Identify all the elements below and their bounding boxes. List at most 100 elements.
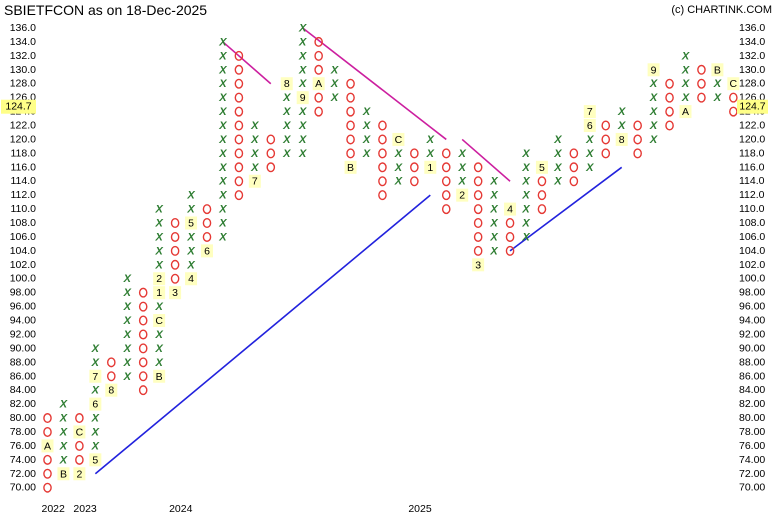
x-box: X — [298, 64, 307, 76]
x-box: X — [123, 371, 132, 383]
y-tick-label-right: 72.00 — [739, 468, 765, 480]
x-box: X — [154, 231, 163, 243]
x-box: X — [123, 287, 132, 299]
x-tick-label: 2024 — [169, 503, 193, 515]
o-box — [569, 148, 579, 159]
month-marker-bg — [344, 160, 357, 174]
y-tick-label-left: 130.0 — [10, 64, 36, 76]
month-marker-bg — [89, 369, 102, 383]
month-marker: 5 — [92, 454, 98, 466]
pnf-column: 6 — [201, 204, 213, 258]
pnf-column: XX 8 — [615, 106, 628, 146]
x-box: X — [649, 120, 658, 132]
pnf-column: 3 — [169, 218, 182, 300]
o-box — [441, 190, 451, 201]
x-box: X — [91, 440, 100, 452]
month-marker-bg — [583, 119, 596, 133]
x-box: X — [681, 50, 690, 62]
o-box — [601, 148, 611, 159]
month-marker-bg — [201, 244, 213, 258]
x-box: X — [298, 50, 307, 62]
o-box — [234, 106, 244, 117]
month-marker: 3 — [172, 287, 178, 299]
y-tick-label-left: 84.00 — [10, 384, 36, 396]
x-box: X — [91, 413, 100, 425]
month-marker: B — [60, 468, 67, 480]
x-box: X — [426, 148, 435, 160]
month-marker-bg — [312, 77, 325, 91]
y-tick-label-right: 112.0 — [739, 189, 765, 201]
y-tick-label-left: 116.0 — [11, 161, 37, 173]
month-marker-bg — [456, 188, 469, 202]
o-box — [202, 218, 212, 229]
y-tick-label-right: 70.00 — [739, 482, 765, 494]
x-box: X — [250, 162, 259, 174]
x-tick-label: 2025 — [408, 503, 432, 515]
month-marker-bg — [392, 132, 405, 146]
y-tick-label-left: 102.0 — [10, 259, 36, 271]
month-marker-bg — [424, 160, 437, 174]
month-marker-bg — [153, 314, 166, 328]
y-tick-label-right: 102.0 — [739, 259, 765, 271]
x-box: X — [521, 218, 530, 230]
month-marker: A — [44, 440, 51, 452]
x-box: X — [298, 134, 307, 146]
o-box — [43, 468, 52, 479]
o-box — [138, 301, 148, 312]
x-box: X — [218, 64, 227, 76]
y-tick-label-right: 82.00 — [739, 398, 765, 410]
o-box — [234, 148, 244, 159]
o-box — [170, 231, 180, 242]
x-box: X — [59, 440, 68, 452]
y-tick-label-right: 78.00 — [739, 426, 765, 438]
month-marker: 9 — [300, 92, 306, 104]
x-box: X — [250, 148, 259, 160]
chart-title: SBIETFCON as on 18-Dec-2025 — [4, 2, 208, 18]
x-tick-label: 2022 — [42, 503, 66, 515]
month-marker: 5 — [539, 162, 545, 174]
o-box — [537, 190, 547, 201]
pnf-column: B — [344, 78, 357, 174]
x-box: X — [91, 426, 100, 438]
x-box: X — [458, 162, 467, 174]
month-marker-bg — [647, 63, 660, 77]
trendline-layer — [94, 27, 623, 475]
x-box: X — [394, 176, 403, 188]
x-box: X — [186, 231, 195, 243]
y-tick-label-left: 108.0 — [10, 217, 36, 229]
o-box — [378, 176, 387, 187]
o-box — [410, 148, 419, 159]
x-box: X — [218, 92, 227, 104]
month-marker: A — [315, 78, 322, 90]
last-price-left-label: 124.7 — [5, 101, 31, 113]
x-box: X — [218, 218, 227, 230]
month-marker-bg — [73, 467, 86, 481]
o-box — [473, 245, 483, 256]
x-box: X — [123, 301, 132, 313]
x-box: X — [617, 106, 626, 118]
month-marker: 4 — [507, 204, 513, 216]
o-box — [665, 92, 674, 103]
support-trendline — [509, 166, 623, 252]
o-box — [234, 176, 244, 187]
x-box: X — [362, 134, 371, 146]
pnf-column — [234, 50, 244, 201]
y-tick-label-left: 132.0 — [10, 50, 36, 62]
o-box — [505, 231, 515, 242]
y-tick-label-right: 120.0 — [739, 133, 765, 145]
y-tick-label-left: 92.00 — [10, 328, 36, 340]
o-box — [43, 482, 52, 493]
resistance-trendline — [461, 138, 511, 182]
o-box — [729, 106, 738, 117]
o-box — [43, 454, 52, 465]
o-box — [473, 204, 483, 215]
x-box: X — [218, 106, 227, 118]
o-box — [441, 204, 451, 215]
x-box: X — [218, 78, 227, 90]
month-marker: A — [682, 106, 689, 118]
